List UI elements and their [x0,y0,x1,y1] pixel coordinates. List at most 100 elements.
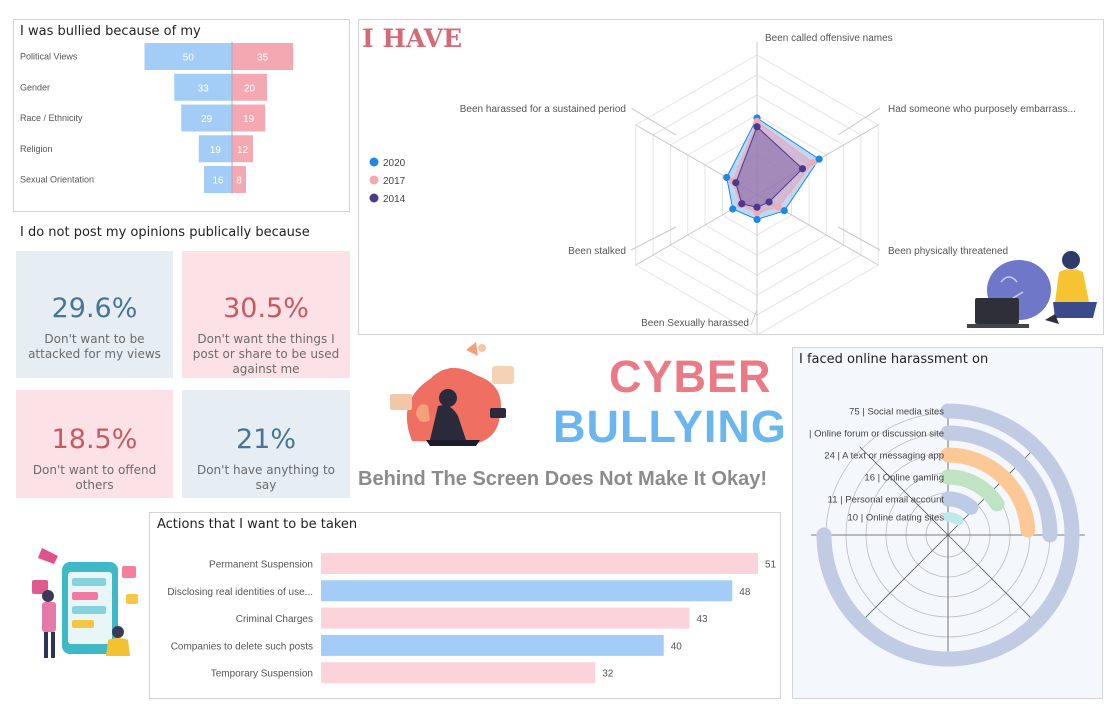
actions-panel: Actions that I want to be taken Permanen… [149,512,781,699]
bullied-category-label: Gender [20,82,50,92]
bullied-bar-left [204,166,232,193]
radial-bar-label: 11 | Personal email account [828,495,945,506]
actions-value-label: 40 [671,641,683,652]
bullied-bar-right [232,73,267,101]
radial-bar-label: 16 | Online gaming [864,473,944,484]
opinion-pct: 29.6% [51,293,138,324]
opinion-desc: Don't want to be attacked for my views [28,332,161,361]
radar-axis-label: Been called offensive names [765,33,893,44]
radial-bar-label: 75 | Social media sites [849,407,944,418]
radial-bar [940,469,1005,512]
radial-bar [940,491,979,515]
have-panel: I HAVE Been called offensive names Had so… [358,19,1104,336]
bullying-title: BULLYING [553,401,787,452]
radar-point [780,207,788,215]
radar-axis-label: Been Sexually harassed [641,318,749,329]
opinion-pct: 21% [235,424,296,455]
radial-grid-spoke [859,534,949,624]
actions-bar-chart: Permanent Suspension 51 Disclosing real id… [167,553,777,684]
cyber-title: CYBER [609,351,772,402]
radial-grid-spoke [859,446,949,536]
harassment-panel: I faced online harassment on 75 | Social… [792,347,1103,699]
bullied-panel: I was bullied because of my Political Vi… [13,19,350,212]
actions-category-label: Disclosing real identities of use... [167,587,313,598]
bullied-value-right: 8 [236,176,242,187]
radar-axis-label: Had someone who purposely embarrass... [888,104,1076,115]
actions-bar [321,553,758,574]
actions-category-label: Companies to delete such posts [171,641,313,652]
radar-point [723,173,731,182]
opinion-card-nothing-to-say: 21% Don't have anything to say [182,390,350,498]
bullied-bar-right [232,135,253,163]
actions-bar [321,662,596,684]
actions-category-label: Temporary Suspension [211,669,313,680]
radar-legend-label: 2017 [383,176,406,187]
radar-point [798,165,807,173]
radar-point [732,179,740,187]
bullied-category-label: Political Views [20,52,78,62]
radial-bar-label: 10 | Online dating sites [848,513,945,524]
bullied-value-left: 50 [183,53,195,64]
have-radar-chart: Been called offensive names Had someone w… [369,33,1076,336]
radar-axis-label: Been stalked [568,246,626,257]
radial-bar [940,447,1036,538]
radial-bar-label: | Online forum or discussion site [809,429,944,440]
actions-value-label: 43 [696,614,708,625]
actions-value-label: 32 [602,669,614,680]
actions-value-label: 48 [739,587,751,598]
radar-point [815,155,823,163]
radar-point [809,159,817,167]
bullied-bar-left [144,43,232,70]
actions-bar [321,580,733,602]
bullied-value-right: 12 [237,145,249,156]
bullied-value-right: 35 [257,53,269,64]
actions-value-label: 51 [765,560,777,571]
bullied-bar-left [198,135,232,163]
tagline: Behind The Screen Does Not Make It Okay! [358,468,767,490]
bullied-bar-right [232,104,266,132]
harassment-title: I faced online harassment on [799,352,989,367]
bullied-category-label: Sexual Orientation [20,175,94,185]
radar-legend-label: 2014 [383,194,406,205]
radial-bar-label: 24 | A text or messaging app [824,451,944,462]
bullied-bar-left [174,73,232,101]
radial-bar [940,425,1058,543]
opinion-desc: Don't want to offend others [32,463,157,492]
opinion-card-used-against: 30.5% Don't want the things I post or sh… [182,251,350,378]
radar-point [753,215,761,224]
bullied-value-right: 19 [243,114,255,125]
bullied-category-label: Religion [20,144,53,154]
radial-grid-spoke [947,534,1037,624]
radar-legend-marker [369,193,379,203]
radar-point [753,208,761,217]
bullied-value-left: 33 [198,83,210,94]
radar-point [753,117,761,126]
bullied-category-label: Race / Ethnicity [20,113,83,123]
harassment-radial-chart: 75 | Social media sites | Online forum or… [809,403,1085,667]
radar-legend-marker [369,157,379,167]
radar-leader-line [630,107,677,136]
opinions-title: I do not post my opinions publically bec… [20,225,310,240]
social-media-phone-illustration [32,548,138,658]
radar-point [729,205,737,213]
radar-point [765,198,773,206]
actions-category-label: Permanent Suspension [209,560,313,571]
opinion-card-attacked: 29.6% Don't want to be attacked for my v… [16,251,173,378]
radar-leader-line [750,309,758,326]
radar-axis-label: Been harassed for a sustained period [460,104,626,115]
bullied-bar-right [232,166,246,193]
bullied-bar-left [181,104,232,132]
bullied-value-left: 19 [210,145,222,156]
radar-point [753,123,761,131]
radar-axis-label: Been physically threatened [888,246,1008,257]
actions-bar [321,607,690,629]
bullied-title: I was bullied because of my [20,24,201,39]
actions-category-label: Criminal Charges [236,614,313,625]
opinion-pct: 30.5% [223,293,309,324]
opinion-card-offend: 18.5% Don't want to offend others [16,390,173,498]
radar-point [753,203,761,211]
opinion-pct: 18.5% [51,424,138,455]
bullied-bar-right [232,43,294,70]
radar-leader-line [837,107,881,136]
actions-bar [321,634,664,656]
